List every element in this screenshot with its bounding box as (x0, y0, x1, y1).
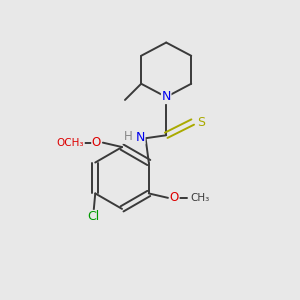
Text: CH₃: CH₃ (191, 193, 210, 203)
Text: H: H (124, 130, 132, 143)
Text: OCH₃: OCH₃ (57, 138, 84, 148)
Text: N: N (161, 91, 171, 103)
Text: S: S (197, 116, 205, 128)
Text: Cl: Cl (88, 211, 100, 224)
Text: O: O (92, 136, 101, 148)
Text: N: N (136, 131, 145, 144)
Text: O: O (170, 191, 179, 204)
